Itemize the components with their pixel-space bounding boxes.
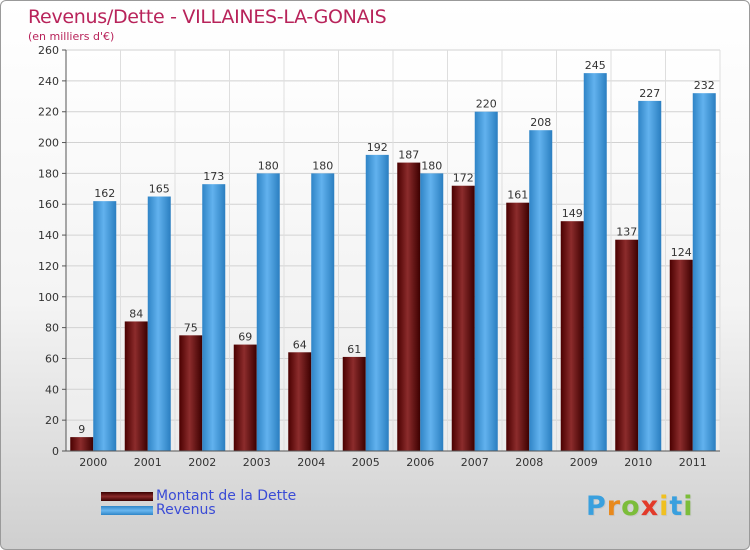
y-tick-label: 200 <box>38 137 59 150</box>
data-label-revenus: 165 <box>149 183 170 196</box>
y-tick-label: 20 <box>45 414 59 427</box>
legend-label-revenus: Revenus <box>156 502 216 518</box>
data-label-revenus: 180 <box>312 159 333 172</box>
data-label-dette: 9 <box>78 423 85 436</box>
bar-dette <box>615 239 639 451</box>
bar-dette <box>506 202 530 451</box>
bar-revenus <box>583 73 607 451</box>
bar-dette <box>233 344 257 451</box>
bar-dette <box>560 221 584 451</box>
data-label-dette: 64 <box>293 338 307 351</box>
bar-dette <box>342 356 366 451</box>
bar-dette <box>669 259 693 451</box>
data-label-dette: 149 <box>562 207 583 220</box>
data-label-revenus: 245 <box>585 59 606 72</box>
y-tick-label: 240 <box>38 75 59 88</box>
logo-letter: i <box>659 491 670 522</box>
x-tick-label: 2008 <box>515 456 543 469</box>
bar-dette <box>124 321 148 451</box>
x-tick-label: 2007 <box>461 456 489 469</box>
data-label-revenus: 173 <box>203 170 224 183</box>
logo-letter: P <box>586 491 607 522</box>
y-tick-label: 100 <box>38 291 59 304</box>
y-tick-label: 80 <box>45 322 59 335</box>
data-label-revenus: 220 <box>476 98 497 111</box>
logo-letter: i <box>683 491 694 522</box>
x-tick-label: 2006 <box>406 456 434 469</box>
data-label-dette: 161 <box>507 189 528 202</box>
logo-letter: x <box>640 491 660 522</box>
data-label-dette: 172 <box>453 172 474 185</box>
data-label-dette: 187 <box>398 149 419 162</box>
bar-revenus <box>638 100 662 452</box>
bar-revenus <box>311 173 335 451</box>
data-label-dette: 61 <box>347 343 361 356</box>
legend-swatch-revenus <box>101 506 153 515</box>
bar-revenus <box>529 130 553 451</box>
data-label-revenus: 192 <box>367 141 388 154</box>
bar-revenus <box>256 173 280 451</box>
data-label-dette: 137 <box>616 226 637 239</box>
bar-revenus <box>365 154 389 451</box>
x-tick-label: 2011 <box>679 456 707 469</box>
bar-dette <box>451 185 475 451</box>
data-label-dette: 75 <box>184 321 198 334</box>
bar-dette <box>288 352 312 451</box>
data-label-dette: 69 <box>238 331 252 344</box>
data-label-dette: 124 <box>671 246 692 259</box>
x-tick-label: 2010 <box>624 456 652 469</box>
bar-revenus <box>692 93 716 451</box>
x-tick-label: 2002 <box>188 456 216 469</box>
logo-letter: r <box>606 491 622 522</box>
x-tick-label: 2005 <box>352 456 380 469</box>
logo-letter: t <box>669 491 684 522</box>
y-tick-label: 120 <box>38 260 59 273</box>
y-tick-label: 0 <box>52 445 59 458</box>
data-label-revenus: 232 <box>694 79 715 92</box>
data-label-revenus: 208 <box>530 116 551 129</box>
legend-swatch-dette <box>101 492 153 501</box>
y-tick-label: 260 <box>38 44 59 57</box>
y-tick-label: 60 <box>45 352 59 365</box>
y-tick-label: 40 <box>45 383 59 396</box>
bar-revenus <box>93 201 117 451</box>
x-tick-label: 2000 <box>79 456 107 469</box>
bar-revenus <box>202 184 226 451</box>
logo-letter: o <box>621 491 641 522</box>
data-label-revenus: 180 <box>421 159 442 172</box>
bar-revenus <box>147 196 171 451</box>
proxiti-logo: Proxiti <box>586 491 694 522</box>
data-label-revenus: 227 <box>639 87 660 100</box>
y-tick-label: 220 <box>38 106 59 119</box>
bar-revenus <box>420 173 444 451</box>
chart-title: Revenus/Dette - VILLAINES-LA-GONAIS <box>28 6 387 28</box>
bar-dette <box>397 162 421 452</box>
data-label-revenus: 180 <box>258 159 279 172</box>
y-tick-label: 180 <box>38 167 59 180</box>
x-tick-label: 2004 <box>297 456 325 469</box>
x-tick-label: 2009 <box>570 456 598 469</box>
bar-dette <box>70 437 94 451</box>
x-tick-label: 2001 <box>134 456 162 469</box>
data-label-revenus: 162 <box>94 187 115 200</box>
y-tick-label: 160 <box>38 198 59 211</box>
bar-dette <box>179 335 203 451</box>
x-tick-label: 2003 <box>243 456 271 469</box>
legend-label-dette: Montant de la Dette <box>156 488 297 504</box>
data-label-dette: 84 <box>129 307 143 320</box>
bar-revenus <box>474 111 498 451</box>
chart-subtitle: (en milliers d'€) <box>28 30 115 43</box>
y-tick-label: 140 <box>38 229 59 242</box>
